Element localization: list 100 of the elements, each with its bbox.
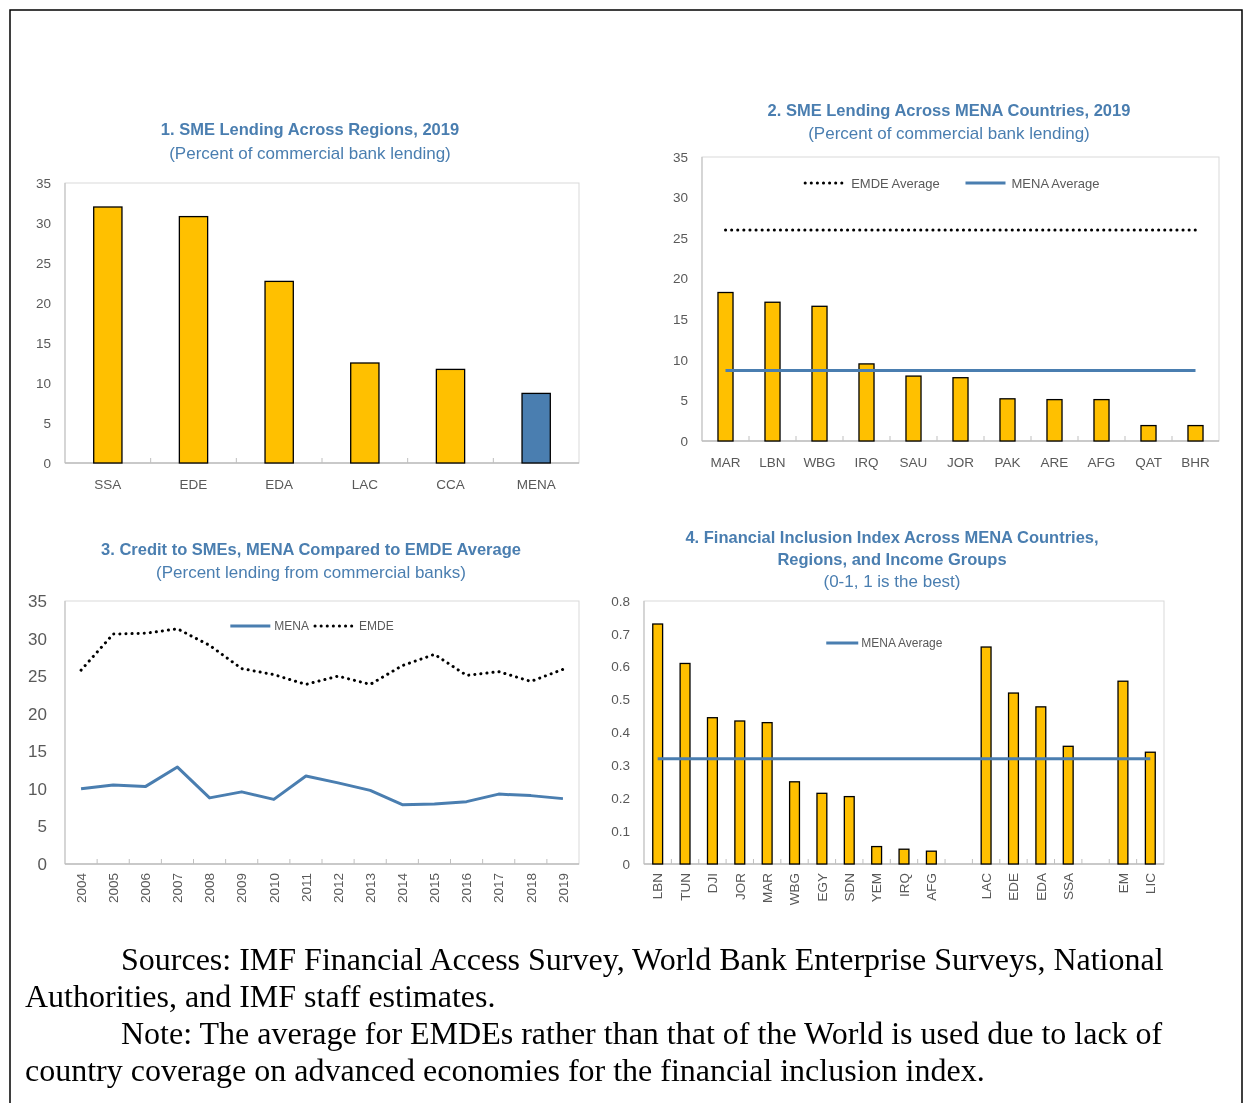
x-tick-label: 2013 [362, 873, 378, 904]
x-tick-label: LBN [650, 873, 666, 900]
y-tick-label: 20 [28, 704, 47, 724]
y-tick-label: 25 [28, 667, 47, 687]
x-tick-label: EDE [1006, 873, 1022, 901]
x-tick-label: WBG [787, 873, 803, 906]
y-tick-label: 0.8 [611, 593, 630, 609]
bar [999, 398, 1016, 442]
x-tick-label: AFG [1087, 455, 1116, 470]
bar [905, 375, 922, 442]
bar [93, 206, 123, 464]
chart-title: 3. Credit to SMEs, MENA Compared to EMDE Average [101, 540, 521, 558]
x-tick-label: 2006 [138, 873, 154, 904]
y-tick-label: 10 [672, 352, 688, 368]
y-tick-label: 10 [28, 779, 47, 799]
y-tick-label: 0.3 [611, 758, 630, 774]
x-tick-label: 2018 [523, 873, 539, 904]
y-tick-label: 5 [680, 393, 688, 409]
text: Note: The average for EMDEs rather than that of the World is used due to lack of country coverage on advanced economies for the financial inclusion index. [25, 1015, 1163, 1088]
y-tick-label: 5 [43, 415, 51, 431]
legend-label: MENA Average [1011, 175, 1100, 191]
x-tick-label: YEM [869, 873, 885, 903]
x-tick-label: 2012 [330, 873, 346, 904]
y-tick-label: 30 [28, 629, 47, 649]
y-tick-label: 10 [35, 375, 51, 391]
x-tick-label: EDA [1033, 873, 1049, 901]
x-tick-label: 2014 [395, 872, 411, 904]
x-tick-label: EGY [814, 873, 830, 902]
bar [816, 792, 828, 865]
bar [1035, 706, 1047, 865]
bar [679, 662, 691, 865]
x-tick-label: IRQ [854, 455, 879, 470]
y-tick-label: 25 [672, 230, 688, 246]
bar [652, 623, 664, 865]
bar [264, 280, 294, 464]
x-tick-label: PAK [994, 455, 1021, 470]
x-tick-label: 2010 [266, 873, 282, 904]
x-tick-label: LIC [1143, 872, 1159, 895]
y-tick-label: 0.2 [611, 790, 630, 806]
x-tick-label: MENA [516, 477, 556, 492]
x-tick-label: TUN [677, 873, 693, 901]
chart-title: 4. Financial Inclusion Index Across MENA Countries, Regions, and Income Groups [685, 528, 1099, 568]
bar [811, 305, 828, 442]
x-tick-label: 2009 [234, 873, 250, 904]
legend-label: MENA [274, 619, 309, 634]
bar [1117, 680, 1129, 865]
bar [706, 717, 718, 865]
x-tick-label: QAT [1135, 455, 1162, 470]
bar [898, 848, 910, 865]
bar [788, 781, 801, 865]
y-tick-label: 15 [28, 742, 47, 762]
y-tick-label: 15 [672, 312, 688, 328]
x-tick-label: MAR [710, 455, 741, 470]
x-tick-label: 2005 [105, 873, 121, 904]
y-tick-label: 0 [622, 856, 630, 872]
y-tick-label: 20 [672, 271, 688, 287]
x-tick-label: AFG [924, 873, 940, 901]
x-tick-label: 2015 [427, 873, 443, 904]
bar [871, 845, 883, 865]
y-tick-label: 35 [35, 175, 51, 191]
bar [717, 291, 734, 442]
x-tick-label: 2008 [202, 873, 218, 904]
x-tick-label: DJI [705, 873, 721, 894]
chart-subtitle: (Percent of commercial bank lending) [808, 124, 1090, 143]
bar [761, 721, 773, 865]
x-tick-label: JOR [947, 455, 975, 470]
x-tick-label: EDA [265, 477, 294, 492]
bar [925, 850, 937, 865]
x-tick-label: SDN [841, 873, 857, 902]
chart-subtitle: (Percent lending from commercial banks) [156, 563, 466, 582]
y-tick-label: 0.7 [611, 626, 630, 642]
bar [858, 363, 875, 442]
y-tick-label: 0.1 [611, 823, 630, 839]
bar [764, 301, 781, 442]
bar [1093, 398, 1110, 442]
legend-label: EMDE [359, 619, 394, 634]
x-tick-label: JOR [732, 872, 748, 900]
bar [734, 720, 746, 865]
legend-label: MENA Average [861, 636, 943, 651]
x-tick-label: BHR [1181, 455, 1210, 470]
bar [1046, 398, 1063, 442]
bar [435, 368, 466, 464]
chart-title: 2. SME Lending Across MENA Countries, 2019 [767, 101, 1131, 119]
x-tick-label: LAC [978, 872, 994, 900]
x-tick-label: 2016 [459, 873, 475, 904]
chart-subtitle: (0-1, 1 is the best) [823, 572, 961, 591]
x-tick-label: LBN [759, 455, 786, 470]
x-tick-label: 2007 [170, 873, 186, 904]
bar [980, 646, 992, 865]
y-tick-label: 5 [37, 817, 47, 837]
bar [178, 215, 209, 464]
bar [1007, 692, 1020, 865]
y-tick-label: 0.4 [611, 725, 631, 741]
x-tick-label: SSA [1060, 873, 1076, 901]
y-tick-label: 0 [680, 433, 688, 449]
x-tick-label: SAU [899, 455, 928, 470]
bar [1187, 424, 1204, 442]
x-tick-label: 2019 [555, 873, 571, 904]
bar [350, 362, 380, 464]
y-tick-label: 30 [672, 190, 688, 206]
